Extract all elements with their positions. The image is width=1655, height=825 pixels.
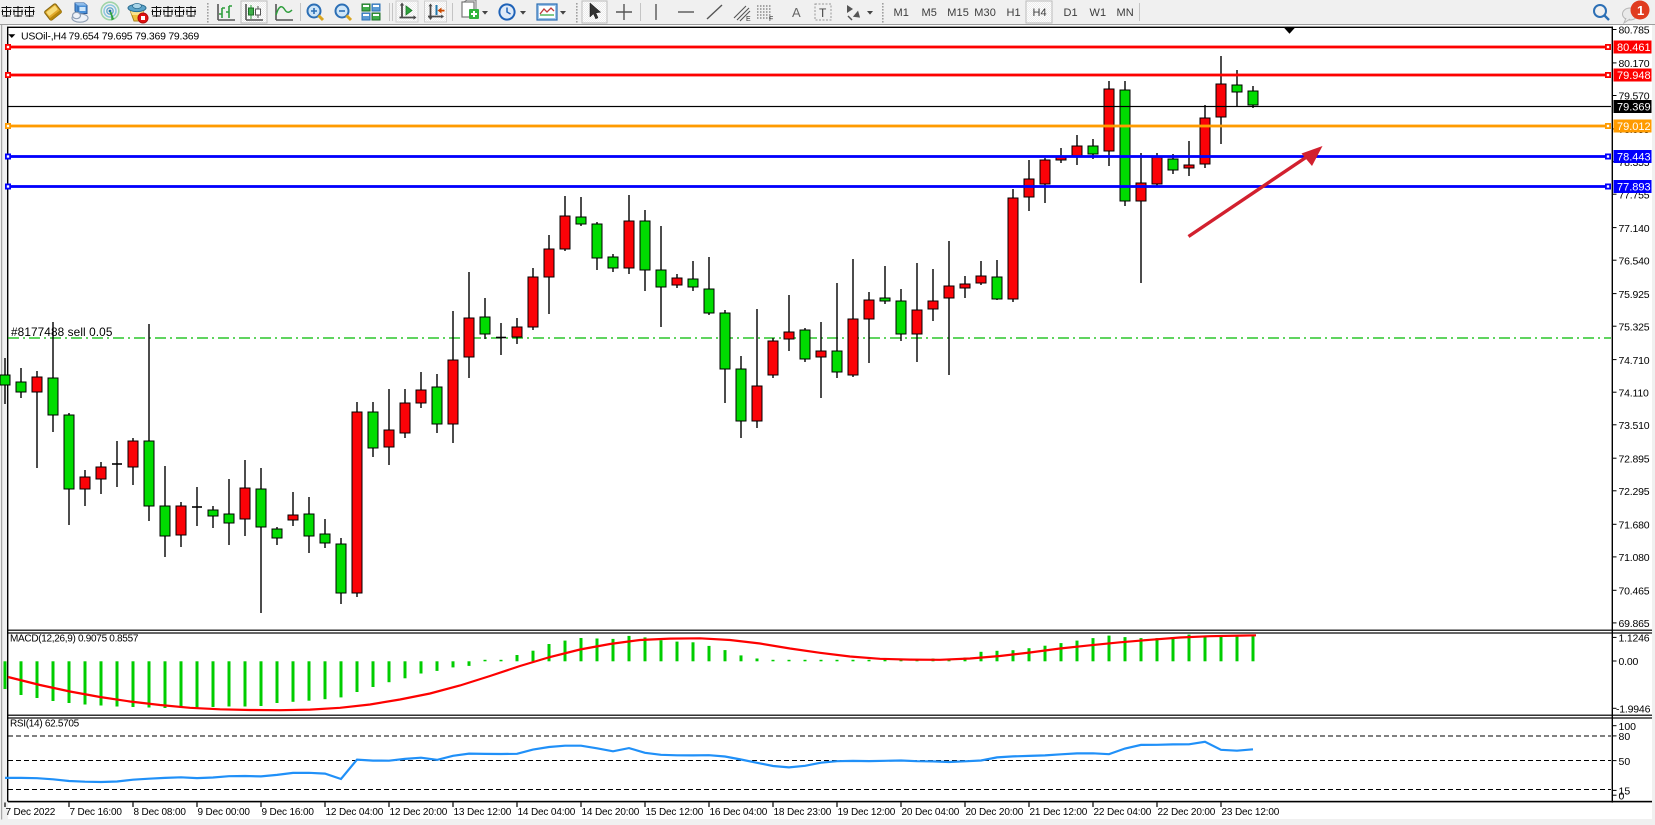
svg-text:79.948: 79.948 bbox=[1617, 70, 1651, 82]
svg-text:74.110: 74.110 bbox=[1619, 387, 1649, 399]
svg-text:9 Dec 16:00: 9 Dec 16:00 bbox=[262, 807, 315, 818]
svg-text:74.710: 74.710 bbox=[1619, 355, 1650, 367]
svg-text:13 Dec 12:00: 13 Dec 12:00 bbox=[454, 807, 512, 818]
svg-text:T: T bbox=[819, 6, 827, 20]
svg-text:75.925: 75.925 bbox=[1619, 289, 1650, 301]
svg-text:21 Dec 12:00: 21 Dec 12:00 bbox=[1030, 807, 1088, 818]
svg-text:80.170: 80.170 bbox=[1619, 58, 1650, 70]
svg-text:M30: M30 bbox=[974, 7, 996, 19]
svg-text:79.654 79.695 79.369 79.369: 79.654 79.695 79.369 79.369 bbox=[69, 30, 200, 42]
svg-text:M5: M5 bbox=[922, 7, 937, 19]
svg-text:50: 50 bbox=[1619, 756, 1631, 768]
svg-text:W1: W1 bbox=[1090, 7, 1107, 19]
svg-text:79.570: 79.570 bbox=[1619, 91, 1650, 103]
svg-text:M1: M1 bbox=[894, 7, 909, 19]
svg-text:M15: M15 bbox=[947, 7, 969, 19]
svg-text:12 Dec 20:00: 12 Dec 20:00 bbox=[390, 807, 448, 818]
svg-text:8 Dec 08:00: 8 Dec 08:00 bbox=[134, 807, 187, 818]
svg-text:70.465: 70.465 bbox=[1619, 586, 1650, 598]
svg-text:D1: D1 bbox=[1064, 7, 1078, 19]
svg-text:H4: H4 bbox=[1033, 7, 1047, 19]
svg-text:71.680: 71.680 bbox=[1619, 520, 1650, 532]
svg-text:12 Dec 04:00: 12 Dec 04:00 bbox=[326, 807, 384, 818]
svg-text:7 Dec 16:00: 7 Dec 16:00 bbox=[70, 807, 123, 818]
svg-text:80: 80 bbox=[1619, 731, 1631, 743]
svg-text:0: 0 bbox=[1619, 790, 1625, 802]
svg-text:15 Dec 12:00: 15 Dec 12:00 bbox=[646, 807, 704, 818]
svg-text:USOil-,H4: USOil-,H4 bbox=[21, 30, 67, 42]
svg-text:F: F bbox=[769, 16, 773, 23]
svg-text:22 Dec 04:00: 22 Dec 04:00 bbox=[1094, 807, 1152, 818]
svg-text:20 Dec 20:00: 20 Dec 20:00 bbox=[966, 807, 1024, 818]
svg-text:-1.9946: -1.9946 bbox=[1616, 704, 1651, 716]
svg-text:23 Dec 12:00: 23 Dec 12:00 bbox=[1222, 807, 1280, 818]
svg-text:79.012: 79.012 bbox=[1617, 121, 1651, 133]
svg-text:20 Dec 04:00: 20 Dec 04:00 bbox=[902, 807, 960, 818]
svg-text:7 Dec 2022: 7 Dec 2022 bbox=[6, 807, 56, 818]
svg-text:75.325: 75.325 bbox=[1619, 321, 1650, 333]
svg-text:A: A bbox=[792, 5, 801, 20]
svg-text:71.080: 71.080 bbox=[1619, 552, 1650, 564]
svg-text:1.1246: 1.1246 bbox=[1619, 633, 1650, 645]
svg-text:0.00: 0.00 bbox=[1619, 656, 1639, 668]
svg-text:RSI(14) 62.5705: RSI(14) 62.5705 bbox=[10, 719, 80, 730]
svg-text:MACD(12,26,9) 0.9075 0.8557: MACD(12,26,9) 0.9075 0.8557 bbox=[10, 634, 139, 645]
svg-text:18 Dec 23:00: 18 Dec 23:00 bbox=[774, 807, 832, 818]
svg-text:72.895: 72.895 bbox=[1619, 453, 1650, 465]
svg-text:19 Dec 12:00: 19 Dec 12:00 bbox=[838, 807, 896, 818]
svg-text:72.295: 72.295 bbox=[1619, 486, 1650, 498]
svg-text:1: 1 bbox=[1637, 3, 1644, 18]
svg-text:73.510: 73.510 bbox=[1619, 420, 1650, 432]
svg-text:E: E bbox=[746, 16, 751, 23]
svg-text:16 Dec 04:00: 16 Dec 04:00 bbox=[710, 807, 768, 818]
svg-text:MN: MN bbox=[1117, 7, 1134, 19]
svg-text:H1: H1 bbox=[1007, 7, 1021, 19]
svg-text:14 Dec 04:00: 14 Dec 04:00 bbox=[518, 807, 576, 818]
svg-text:14 Dec 20:00: 14 Dec 20:00 bbox=[582, 807, 640, 818]
svg-text:#8177488 sell 0.05: #8177488 sell 0.05 bbox=[11, 325, 113, 339]
svg-text:80.461: 80.461 bbox=[1617, 42, 1651, 54]
svg-text:77.893: 77.893 bbox=[1617, 182, 1651, 194]
svg-text:9 Dec 00:00: 9 Dec 00:00 bbox=[198, 807, 251, 818]
svg-text:80.785: 80.785 bbox=[1619, 25, 1650, 37]
svg-text:100: 100 bbox=[1619, 721, 1637, 733]
svg-text:22 Dec 20:00: 22 Dec 20:00 bbox=[1158, 807, 1216, 818]
svg-text:77.140: 77.140 bbox=[1619, 223, 1650, 235]
svg-text:76.540: 76.540 bbox=[1619, 255, 1650, 267]
svg-text:15: 15 bbox=[1619, 786, 1631, 798]
svg-text:79.369: 79.369 bbox=[1617, 102, 1651, 114]
svg-text:78.443: 78.443 bbox=[1617, 152, 1651, 164]
svg-text:69.865: 69.865 bbox=[1619, 618, 1650, 630]
